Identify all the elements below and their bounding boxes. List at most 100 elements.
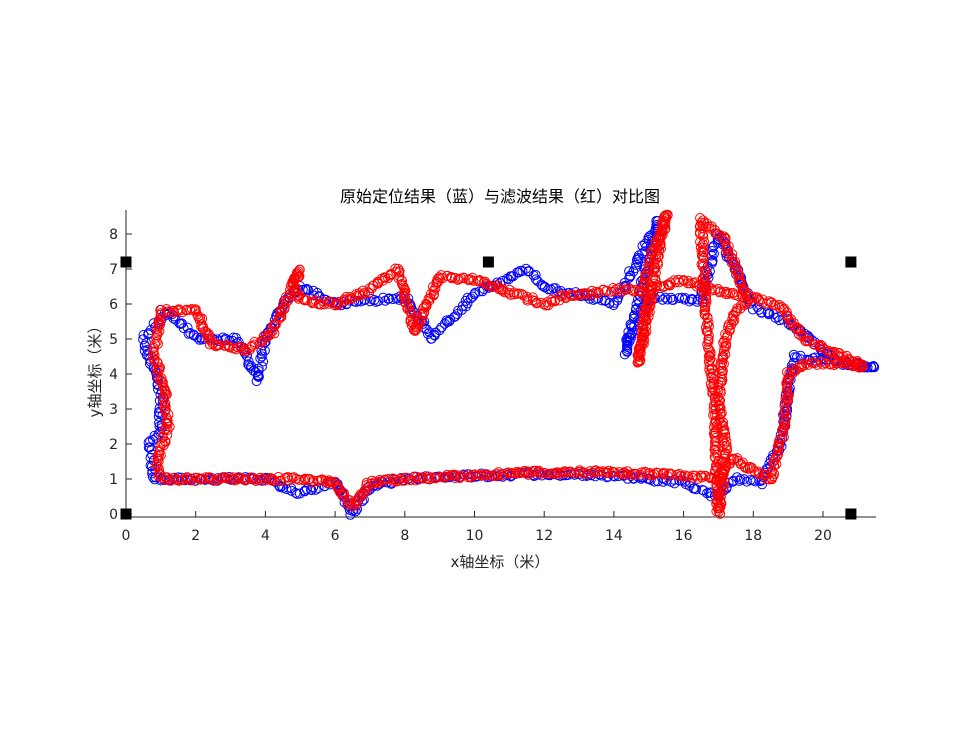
x-axis-label: x轴坐标（米） — [451, 553, 550, 571]
y-tick-label: 6 — [109, 297, 118, 313]
filtered-position-marker — [678, 471, 689, 482]
filtered-position-marker — [649, 262, 660, 273]
filtered-position-marker — [262, 330, 273, 341]
filtered-position-marker — [634, 356, 645, 367]
filtered-position-marker — [819, 343, 829, 354]
filtered-position-marker — [554, 295, 565, 306]
filtered-position-marker — [219, 472, 230, 482]
raw-position-marker — [258, 356, 269, 367]
filtered-position-marker — [644, 307, 655, 317]
filtered-position-marker — [258, 330, 269, 341]
raw-position-marker — [366, 294, 377, 304]
filtered-position-marker — [423, 293, 434, 304]
filtered-position-marker — [369, 478, 380, 489]
raw-position-marker — [344, 295, 355, 306]
x-tick-label: 18 — [744, 528, 762, 544]
filtered-position-marker — [703, 356, 714, 367]
filtered-position-marker — [710, 432, 721, 443]
x-tick-label: 20 — [814, 528, 832, 544]
filtered-position-marker — [833, 348, 844, 358]
filtered-position-marker — [763, 296, 774, 307]
filtered-position-marker — [644, 257, 655, 267]
filtered-position-marker — [634, 285, 645, 296]
x-tick-label: 10 — [466, 528, 484, 544]
chart-title: 原始定位结果（蓝）与滤波结果（红）对比图 — [340, 187, 660, 206]
filtered-position-marker — [779, 422, 790, 433]
filtered-position-marker — [160, 406, 171, 417]
filtered-position-marker — [810, 358, 820, 369]
filtered-position-marker — [688, 278, 699, 289]
filtered-position-marker — [780, 404, 791, 415]
filtered-position-marker — [160, 398, 171, 409]
filtered-position-marker — [743, 290, 754, 301]
filtered-position-marker — [450, 272, 460, 283]
filtered-position-marker — [407, 317, 418, 328]
filtered-position-marker — [283, 295, 294, 306]
filtered-position-marker — [387, 476, 398, 487]
filtered-position-marker — [151, 332, 162, 343]
filtered-position-marker — [593, 288, 603, 299]
filtered-position-marker — [706, 283, 717, 294]
filtered-position-marker — [753, 468, 764, 479]
filtered-position-marker — [298, 294, 309, 305]
filtered-position-marker — [675, 471, 686, 482]
filtered-position-marker — [703, 333, 714, 344]
filtered-position-marker — [761, 474, 772, 485]
filtered-position-marker — [185, 305, 196, 315]
filtered-position-marker — [712, 485, 723, 496]
raw-position-marker — [259, 345, 270, 356]
filtered-position-marker — [197, 323, 208, 334]
filtered-position-marker — [196, 474, 207, 485]
filtered-position-marker — [696, 470, 707, 481]
filtered-position-marker — [229, 474, 240, 485]
y-tick-label: 8 — [109, 227, 118, 243]
filtered-position-marker — [646, 246, 657, 257]
filtered-position-marker — [720, 289, 731, 300]
y-tick-label: 1 — [109, 472, 118, 488]
filtered-position-marker — [195, 312, 206, 323]
filtered-position-marker — [700, 471, 711, 481]
filtered-position-marker — [588, 467, 599, 478]
filtered-position-marker — [497, 470, 508, 481]
filtered-position-marker — [713, 456, 724, 467]
raw-position-marker — [442, 317, 453, 327]
filtered-position-marker — [656, 226, 667, 237]
filtered-position-marker — [716, 233, 727, 244]
filtered-position-marker — [293, 266, 304, 277]
filtered-position-marker — [347, 501, 358, 512]
filtered-position-marker — [247, 473, 258, 484]
filtered-position-marker — [442, 270, 453, 281]
raw-position-marker — [691, 484, 702, 495]
filtered-position-marker — [185, 475, 196, 486]
filtered-position-marker — [304, 473, 315, 484]
raw-position-marker — [600, 295, 611, 306]
filtered-position-marker — [651, 243, 662, 254]
filtered-position-marker — [814, 341, 825, 352]
filtered-position-marker — [709, 374, 720, 384]
raw-position-marker — [523, 266, 534, 277]
filtered-position-marker — [698, 247, 708, 258]
filtered-position-marker — [314, 299, 325, 309]
filtered-position-marker — [153, 463, 164, 474]
filtered-position-marker — [659, 215, 669, 226]
filtered-position-marker — [697, 239, 708, 250]
filtered-position-marker — [740, 288, 751, 299]
filtered-position-marker — [714, 477, 725, 488]
raw-position-marker — [698, 485, 709, 496]
filtered-position-marker — [156, 373, 167, 384]
raw-position-marker — [301, 283, 312, 294]
filtered-position-marker — [606, 286, 617, 297]
filtered-position-marker — [753, 295, 764, 305]
filtered-position-marker — [646, 254, 657, 265]
filtered-position-marker — [653, 468, 664, 478]
filtered-position-marker — [173, 304, 184, 315]
filtered-position-marker — [690, 277, 701, 288]
raw-position-marker — [143, 437, 154, 448]
filtered-position-marker — [838, 351, 849, 362]
filtered-position-marker — [649, 278, 660, 289]
raw-position-marker — [747, 304, 758, 315]
filtered-position-marker — [431, 279, 442, 289]
raw-position-marker — [637, 240, 648, 251]
filtered-position-marker — [509, 468, 520, 479]
